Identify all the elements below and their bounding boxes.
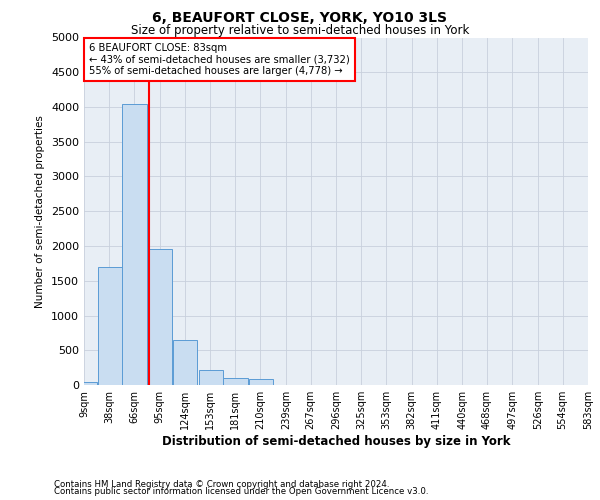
Bar [249, 380, 273, 385]
Bar [73, 382, 97, 385]
Bar [223, 378, 248, 385]
X-axis label: Distribution of semi-detached houses by size in York: Distribution of semi-detached houses by … [162, 435, 510, 448]
Bar [122, 104, 146, 385]
Text: Size of property relative to semi-detached houses in York: Size of property relative to semi-detach… [131, 24, 469, 37]
Bar [199, 370, 223, 385]
Bar [148, 250, 172, 385]
Text: 6, BEAUFORT CLOSE, YORK, YO10 3LS: 6, BEAUFORT CLOSE, YORK, YO10 3LS [152, 12, 448, 26]
Y-axis label: Number of semi-detached properties: Number of semi-detached properties [35, 115, 46, 308]
Text: 6 BEAUFORT CLOSE: 83sqm
← 43% of semi-detached houses are smaller (3,732)
55% of: 6 BEAUFORT CLOSE: 83sqm ← 43% of semi-de… [89, 42, 350, 76]
Bar [98, 267, 122, 385]
Bar [173, 340, 197, 385]
Text: Contains public sector information licensed under the Open Government Licence v3: Contains public sector information licen… [54, 487, 428, 496]
Text: Contains HM Land Registry data © Crown copyright and database right 2024.: Contains HM Land Registry data © Crown c… [54, 480, 389, 489]
